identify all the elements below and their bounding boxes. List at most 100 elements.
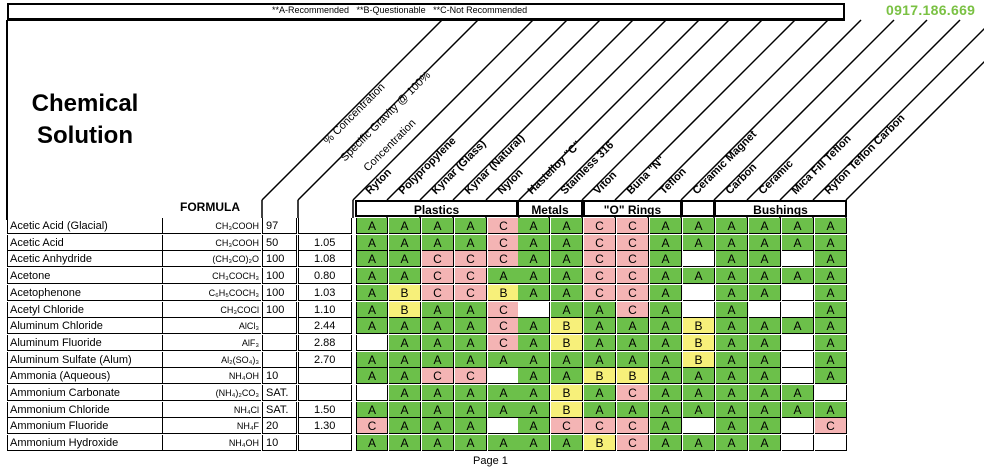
rating-cell: A	[815, 251, 847, 267]
chemical-formula: NH₄OH	[162, 435, 261, 451]
rating-cell: A	[749, 335, 781, 351]
rating-cell: A	[356, 402, 388, 418]
rating-cell: A	[518, 218, 550, 234]
chemical-name: Aluminum Sulfate (Alum)	[7, 352, 162, 368]
rating-cell: B	[389, 302, 421, 318]
chemical-name: Ammonium Fluoride	[7, 418, 162, 434]
rating-cell: B	[488, 285, 520, 301]
rating-cell: A	[683, 268, 715, 284]
rating-cell: A	[422, 318, 454, 334]
title-line-1: Chemical	[31, 90, 139, 117]
rating-cell	[782, 335, 814, 351]
rating-cell: C	[584, 285, 616, 301]
rating-cell	[749, 302, 781, 318]
rating-cell: A	[422, 435, 454, 451]
rating-cell	[488, 418, 520, 434]
rating-cell: A	[749, 435, 781, 451]
rating-cell: A	[815, 368, 847, 384]
rating-cell: B	[617, 368, 649, 384]
group-header-o-rings: "O" Rings	[583, 200, 682, 217]
rating-cell: C	[422, 268, 454, 284]
rating-cell: A	[749, 285, 781, 301]
rating-cell: C	[617, 218, 649, 234]
rating-cell	[815, 385, 847, 401]
rating-cell: A	[389, 335, 421, 351]
rating-cell: A	[551, 235, 583, 251]
rating-cell: A	[617, 318, 649, 334]
rating-cell: C	[617, 302, 649, 318]
rating-cell: C	[815, 418, 847, 434]
rating-cell: A	[584, 302, 616, 318]
rating-cell: C	[356, 418, 388, 434]
rating-cell: A	[749, 402, 781, 418]
rating-cell: A	[356, 302, 388, 318]
rating-cell: A	[422, 352, 454, 368]
chemical-name: Ammonium Chloride	[7, 402, 162, 418]
concentration-value: 10	[262, 435, 297, 451]
chemical-formula: AlF₃	[162, 335, 261, 351]
rating-cell: A	[518, 385, 550, 401]
rating-cell: A	[518, 318, 550, 334]
formula-header: FORMULA	[180, 200, 240, 214]
concentration-value: 20	[262, 418, 297, 434]
rating-cell: A	[551, 435, 583, 451]
page-title: Chemical Solution	[10, 88, 160, 152]
rating-cell	[518, 302, 550, 318]
rating-cell: A	[422, 335, 454, 351]
rating-cell: A	[716, 368, 748, 384]
rating-cell: A	[518, 352, 550, 368]
rating-cell: A	[356, 285, 388, 301]
rating-cell: A	[716, 302, 748, 318]
rating-cell: A	[356, 435, 388, 451]
rating-cell: C	[488, 251, 520, 267]
rating-cell: A	[551, 268, 583, 284]
rating-cell: A	[455, 418, 487, 434]
rating-cell: A	[782, 385, 814, 401]
rating-cell: A	[815, 352, 847, 368]
rating-cell: A	[815, 285, 847, 301]
concentration-value: 97	[262, 218, 297, 234]
rating-cell: C	[617, 435, 649, 451]
rating-cell: A	[356, 251, 388, 267]
rating-cell: A	[749, 352, 781, 368]
rating-cell: A	[356, 218, 388, 234]
rating-cell: A	[455, 435, 487, 451]
rating-cell: C	[455, 285, 487, 301]
rating-cell	[683, 285, 715, 301]
rating-cell	[488, 368, 520, 384]
concentration-value: SAT.	[262, 402, 297, 418]
rating-cell: A	[422, 418, 454, 434]
rating-cell	[782, 418, 814, 434]
rating-cell: A	[716, 285, 748, 301]
rating-cell	[782, 302, 814, 318]
phone-number[interactable]: 0917.186.669	[886, 2, 976, 18]
rating-cell: C	[488, 335, 520, 351]
rating-cell: A	[551, 218, 583, 234]
rating-cell: A	[518, 402, 550, 418]
rating-cell: A	[716, 218, 748, 234]
rating-cell: A	[683, 368, 715, 384]
rating-cell: A	[389, 418, 421, 434]
rating-cell: A	[551, 368, 583, 384]
rating-cell: A	[683, 402, 715, 418]
concentration-value: 100	[262, 251, 297, 267]
rating-cell: A	[389, 268, 421, 284]
rating-cell: A	[617, 352, 649, 368]
rating-cell: C	[551, 418, 583, 434]
rating-cell	[782, 285, 814, 301]
rating-cell	[782, 251, 814, 267]
specific-gravity-value: 1.50	[298, 402, 352, 418]
rating-cell: C	[617, 418, 649, 434]
chemical-name: Acetic Acid	[7, 235, 162, 251]
rating-cell: A	[455, 352, 487, 368]
concentration-value: 100	[262, 268, 297, 284]
specific-gravity-value: 1.08	[298, 251, 352, 267]
rating-cell: C	[617, 268, 649, 284]
rating-cell: A	[650, 285, 682, 301]
rating-cell: A	[617, 335, 649, 351]
rating-cell: B	[551, 335, 583, 351]
rating-cell: B	[584, 368, 616, 384]
rating-cell: A	[455, 385, 487, 401]
rating-cell: A	[749, 368, 781, 384]
chemical-name: Aluminum Chloride	[7, 318, 162, 334]
